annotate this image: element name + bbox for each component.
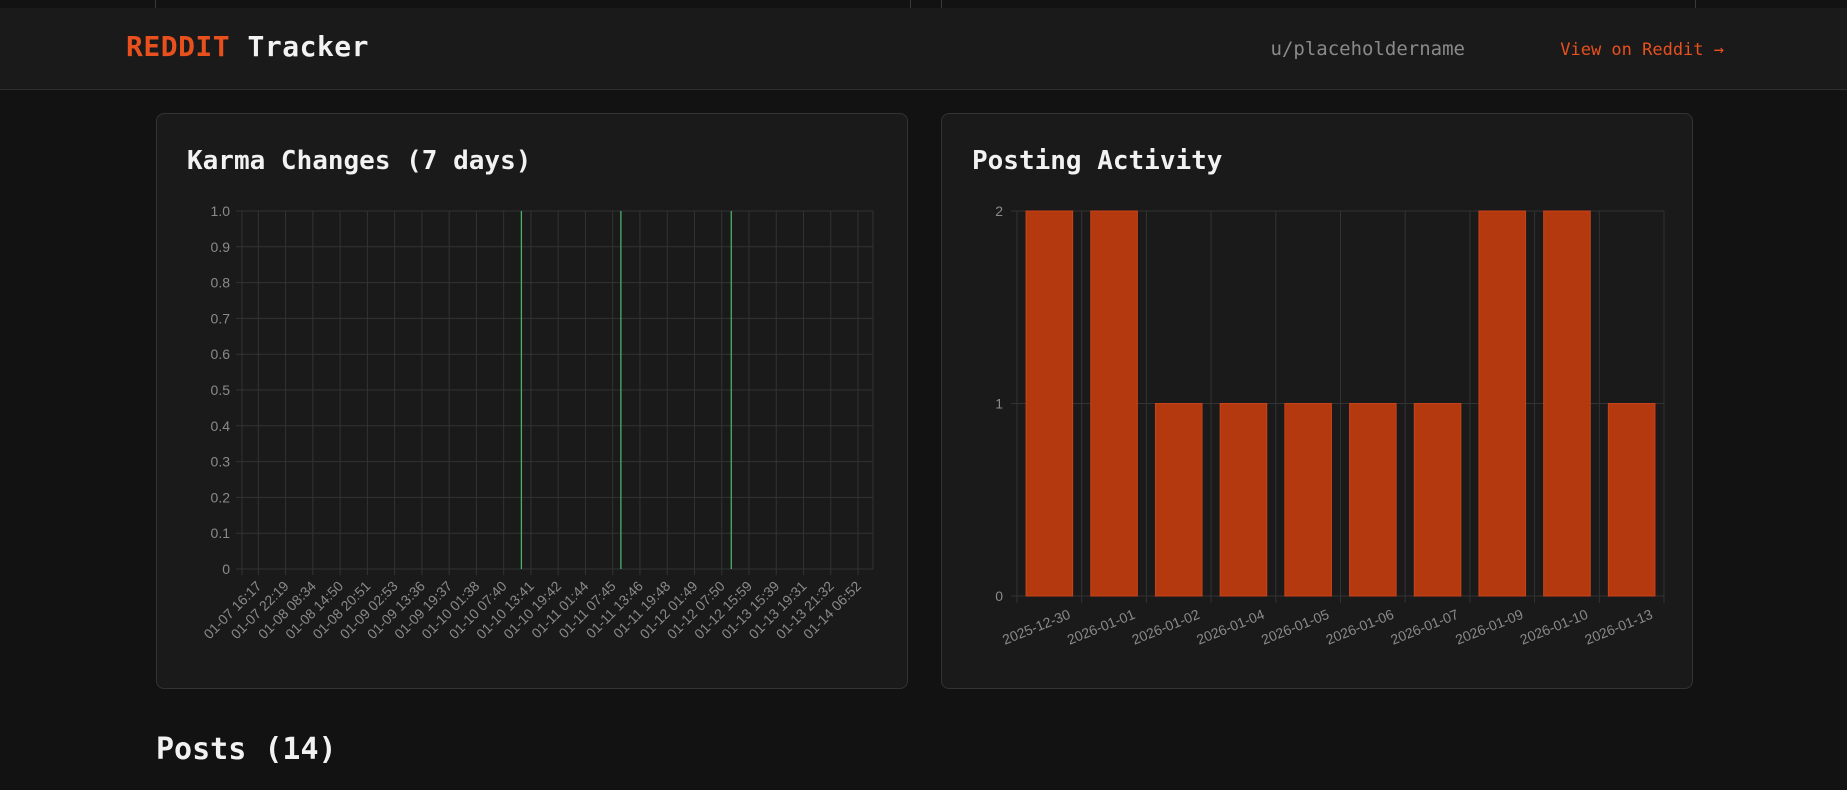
top-strip-edge	[941, 0, 942, 8]
karma-chart-card: Karma Changes (7 days) 0 0.1 0.2 0.3 0.4 0.5 0…	[156, 113, 908, 689]
brand-logo[interactable]: REDDIT Tracker	[126, 30, 369, 63]
karma-y-tick-label: 0.8	[211, 275, 231, 291]
activity-bar	[1413, 403, 1462, 597]
activity-bar	[1543, 210, 1591, 597]
activity-x-tick-label: 2026-01-01	[1065, 606, 1138, 648]
activity-bar	[1478, 210, 1527, 597]
karma-y-tick-label: 0.4	[211, 418, 231, 434]
activity-y-tick-label: 1	[995, 396, 1003, 412]
activity-x-tick-label: 2026-01-06	[1324, 606, 1397, 648]
karma-y-tick-label: 0.1	[211, 525, 231, 541]
activity-chart-title: Posting Activity	[972, 146, 1223, 176]
brand-tracker: Tracker	[247, 30, 370, 63]
karma-y-tick-label: 0.5	[211, 382, 231, 398]
activity-y-tick-label: 2	[995, 203, 1003, 219]
activity-bar	[1090, 210, 1138, 597]
activity-x-tick-label: 2026-01-13	[1582, 606, 1655, 648]
activity-x-tick-label: 2026-01-02	[1129, 606, 1202, 648]
top-strip	[0, 0, 1847, 8]
activity-chart-card: Posting Activity 0 1 2 2025-12-30 2026-01-01…	[941, 113, 1693, 689]
activity-x-tick-label: 2026-01-04	[1194, 606, 1267, 648]
karma-y-tick-label: 0	[222, 561, 230, 577]
username-label: u/placeholdername	[1270, 38, 1465, 60]
activity-x-tick-label: 2026-01-09	[1453, 606, 1526, 648]
top-strip-edge	[910, 0, 911, 8]
activity-bar	[1607, 403, 1656, 597]
activity-bar	[1025, 210, 1074, 597]
activity-bar	[1219, 403, 1268, 597]
activity-bar	[1284, 403, 1332, 597]
top-strip-edge	[155, 0, 156, 8]
activity-x-tick-label: 2026-01-10	[1518, 606, 1591, 648]
activity-x-tick-label: 2026-01-05	[1259, 606, 1332, 648]
karma-y-tick-label: 0.9	[211, 239, 231, 255]
brand-reddit: REDDIT	[126, 30, 231, 63]
activity-y-tick-label: 0	[995, 588, 1003, 604]
app-header: REDDIT Tracker u/placeholdername View on…	[0, 8, 1847, 90]
karma-chart-title: Karma Changes (7 days)	[187, 146, 532, 176]
karma-y-tick-label: 0.2	[211, 489, 231, 505]
activity-x-tick-label: 2026-01-07	[1388, 606, 1461, 648]
activity-bar	[1154, 403, 1203, 597]
posts-section-title: Posts (14)	[156, 732, 337, 767]
karma-y-tick-label: 0.7	[211, 310, 231, 326]
karma-y-tick-label: 1.0	[211, 203, 231, 219]
karma-y-tick-label: 0.3	[211, 454, 231, 470]
top-strip-edge	[1695, 0, 1696, 8]
activity-x-tick-label: 2025-12-30	[1000, 606, 1073, 648]
view-on-reddit-link[interactable]: View on Reddit →	[1560, 40, 1724, 60]
karma-y-tick-label: 0.6	[211, 346, 231, 362]
activity-bar	[1349, 403, 1397, 597]
activity-chart: 0122025-12-302026-01-012026-01-022026-01…	[995, 203, 1665, 648]
karma-chart: 00.10.20.30.40.50.60.70.80.91.001-07 16:…	[200, 203, 874, 642]
